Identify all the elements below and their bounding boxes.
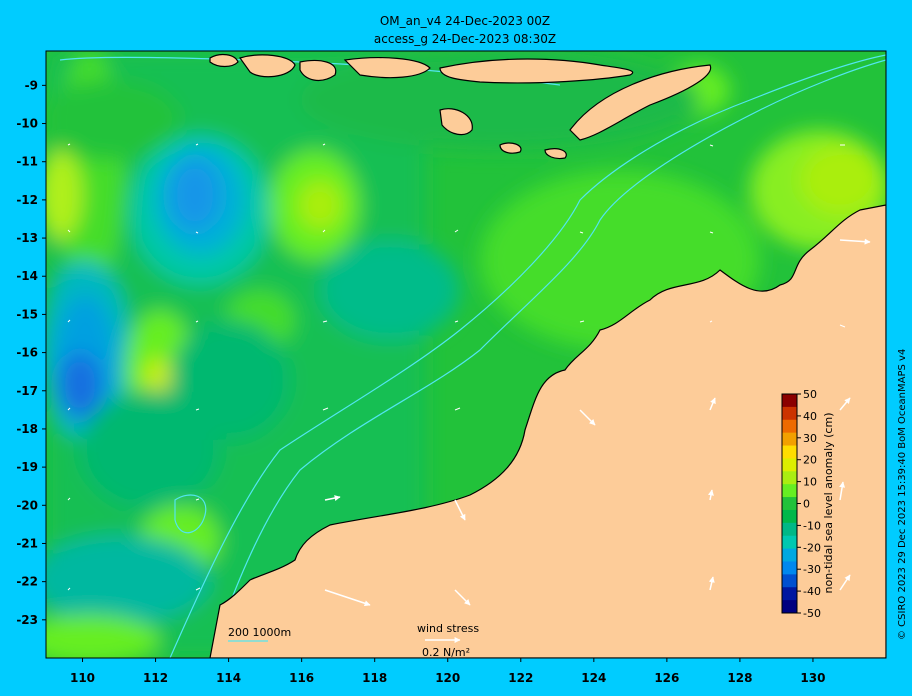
map-frame [45, 50, 887, 659]
colorbar-swatch [782, 445, 797, 459]
colorbar-tick-label: -20 [803, 541, 821, 554]
australia-landmass [209, 204, 886, 658]
colorbar-swatch [782, 509, 797, 524]
lat-tick-label: -19 [16, 460, 38, 474]
colorbar-tick-label: -50 [803, 607, 821, 620]
isobath-legend-label: 200 1000m [228, 626, 291, 639]
wind-legend-title: wind stress [417, 622, 479, 635]
map-title-line1: OM_an_v4 24-Dec-2023 00Z [379, 14, 551, 28]
colorbar-swatch [782, 471, 797, 485]
wind-stress-legend: wind stress 0.2 N/m² [417, 622, 479, 659]
wind-arrow [707, 489, 714, 501]
island-timor [569, 64, 712, 141]
island-small [544, 148, 567, 160]
island-rote [499, 142, 522, 154]
lon-tick-label: 114 [216, 671, 241, 685]
wind-arrow [839, 574, 851, 591]
longitude-axis: 110 112 114 116 118 120 122 124 126 128 130 [70, 658, 825, 685]
lon-tick-label: 112 [143, 671, 168, 685]
island-flores [343, 57, 431, 79]
lon-tick-label: 110 [70, 671, 95, 685]
colorbar-swatch [782, 548, 797, 562]
lat-tick-label: -21 [16, 536, 38, 550]
wind-arrow [579, 409, 596, 426]
colorbar-tick-label: 20 [803, 454, 817, 467]
lon-tick-label: 128 [727, 671, 752, 685]
island-sumba [239, 54, 296, 78]
colorbar-swatch [782, 432, 797, 447]
colorbar-label: non-tidal sea level anomaly (cm) [822, 413, 835, 594]
lat-tick-label: -13 [16, 231, 38, 245]
colorbar[interactable]: 50 40 30 20 10 0 -10 -20 -30 -40 -50 non-tidal sea… [781, 388, 835, 620]
colorbar-tick-label: 50 [803, 388, 817, 401]
wind-arrow [454, 589, 471, 606]
colorbar-swatch [782, 458, 797, 472]
latitude-axis: -9 -10 -11 -12 -13 -14 -15 -16 -17 -18 -19 -20 -21 -2… [16, 78, 46, 627]
lon-tick-label: 130 [800, 671, 825, 685]
colorbar-swatch [782, 561, 797, 575]
island-timor-group [439, 58, 634, 84]
wind-arrow [454, 499, 466, 521]
lat-tick-label: -11 [16, 155, 38, 169]
colorbar-tick-label: -10 [803, 519, 821, 532]
lon-tick-label: 116 [289, 671, 314, 685]
lat-tick-label: -15 [16, 307, 38, 321]
lat-tick-label: -9 [25, 78, 38, 92]
island-west [209, 53, 239, 68]
map-title-line2: access_g 24-Dec-2023 08:30Z [373, 32, 557, 46]
wind-arrow [708, 576, 715, 591]
isobath-legend: 200 1000m [228, 626, 291, 642]
wind-stress-arrows [324, 238, 871, 607]
wind-arrow [709, 397, 716, 411]
colorbar-swatch [782, 394, 797, 408]
wind-stress-dots [67, 143, 846, 591]
lat-tick-label: -22 [16, 575, 38, 589]
island-sumbawa [299, 59, 337, 82]
lat-tick-label: -10 [16, 117, 38, 131]
sla-field [46, 51, 886, 658]
colorbar-tick-label: 10 [803, 476, 817, 489]
lon-tick-label: 122 [508, 671, 533, 685]
wind-legend-unit: 0.2 N/m² [422, 646, 470, 659]
lat-tick-label: -12 [16, 193, 38, 207]
colorbar-swatch [782, 600, 797, 614]
colorbar-swatch [782, 535, 797, 550]
colorbar-tick-label: -30 [803, 563, 821, 576]
lat-tick-label: -23 [16, 613, 38, 627]
lat-tick-label: -17 [16, 384, 38, 398]
colorbar-swatch [782, 419, 797, 434]
lat-tick-label: -20 [16, 498, 38, 512]
colorbar-tick-label: 40 [803, 410, 817, 423]
wind-arrow [324, 495, 341, 502]
colorbar-tick-label: 30 [803, 432, 817, 445]
colorbar-swatch [782, 484, 797, 498]
wind-arrow [839, 481, 846, 501]
land [209, 53, 886, 658]
wind-arrow [839, 238, 871, 245]
colorbar-ticks: 50 40 30 20 10 0 -10 -20 -30 -40 -50 [797, 388, 821, 620]
wind-arrow [839, 397, 851, 411]
lat-tick-label: -14 [16, 269, 38, 283]
colorbar-swatch [782, 522, 797, 537]
island-sawu [439, 108, 473, 136]
colorbar-tick-label: -40 [803, 585, 821, 598]
lon-tick-label: 120 [435, 671, 460, 685]
wind-arrow [324, 589, 371, 607]
lon-tick-label: 124 [581, 671, 606, 685]
lon-tick-label: 126 [654, 671, 679, 685]
lon-tick-label: 118 [362, 671, 387, 685]
colorbar-swatch [782, 587, 797, 601]
map-plot-area [46, 51, 886, 658]
lat-tick-label: -18 [16, 422, 38, 436]
colorbar-swatches [782, 394, 797, 614]
colorbar-tick-label: 0 [803, 498, 810, 511]
colorbar-swatch [782, 497, 797, 511]
lat-tick-label: -16 [16, 346, 38, 360]
credit-text: © CSIRO 2023 29 Dec 2023 15:39:40 BoM Oc… [897, 348, 908, 640]
colorbar-swatch [782, 406, 797, 421]
colorbar-swatch [782, 574, 797, 588]
